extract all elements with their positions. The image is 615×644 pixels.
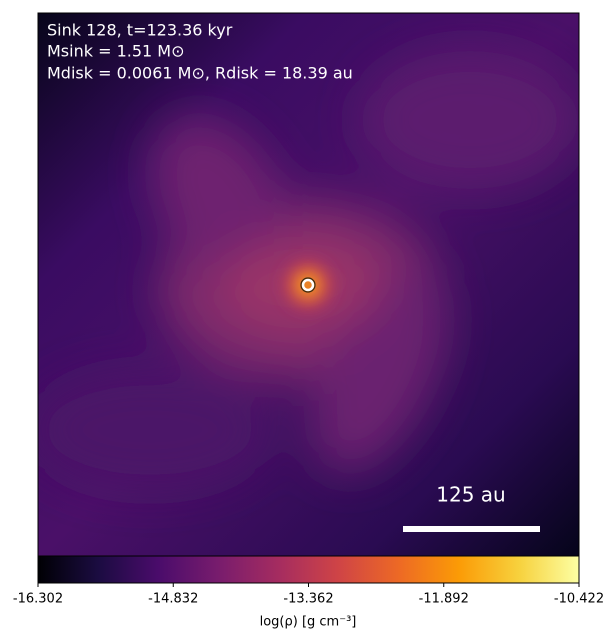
x-tick-label: -13.362 <box>283 592 333 607</box>
x-tick-label: -16.302 <box>13 592 63 607</box>
x-tick-label: -14.832 <box>148 592 198 607</box>
colorbar-label: log(ρ) [g cm⁻³] <box>260 615 357 630</box>
x-tick-label: -11.892 <box>419 592 469 607</box>
colorbar <box>37 555 580 584</box>
annotation: Msink = 1.51 M⊙ <box>47 42 185 61</box>
x-tick-label: -10.422 <box>554 592 604 607</box>
scale-bar <box>403 526 540 532</box>
annotation: Mdisk = 0.0061 M⊙, Rdisk = 18.39 au <box>47 64 353 83</box>
density-image <box>38 13 579 556</box>
sink-marker <box>301 278 315 292</box>
annotation: Sink 128, t=123.36 kyr <box>47 21 233 40</box>
scale-bar-label: 125 au <box>436 483 505 507</box>
